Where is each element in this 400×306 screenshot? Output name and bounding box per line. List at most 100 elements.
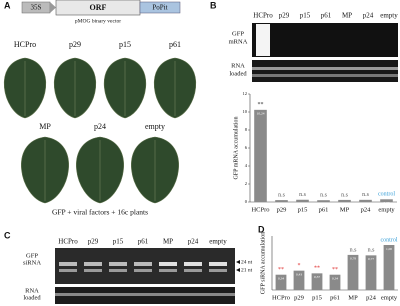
value-label: 0,43 bbox=[296, 272, 302, 277]
gel-row-label: RNA bbox=[231, 62, 245, 69]
significance-label: ** bbox=[314, 266, 320, 272]
bar bbox=[275, 274, 287, 290]
gel-band bbox=[159, 269, 177, 272]
leaf-label: p24 bbox=[94, 122, 106, 131]
value-label: 0,77 bbox=[368, 257, 374, 262]
value-label: 0,23 bbox=[341, 202, 347, 207]
lane-label: HCPro bbox=[58, 238, 78, 246]
significance-label: * bbox=[298, 263, 301, 269]
y-tick-label: 2 bbox=[245, 181, 247, 186]
gel-band bbox=[256, 24, 270, 56]
gel-band bbox=[209, 269, 227, 272]
x-tick-label: p61 bbox=[330, 294, 340, 301]
x-tick-label: p24 bbox=[366, 294, 377, 301]
x-tick-label: empty bbox=[381, 294, 398, 301]
gel-band bbox=[184, 262, 202, 266]
y-tick-label: 6 bbox=[245, 145, 248, 150]
gel-row-label: mRNA bbox=[229, 38, 248, 45]
bar bbox=[317, 200, 330, 202]
lane-label: p29 bbox=[88, 238, 99, 246]
x-tick-label: p24 bbox=[361, 206, 372, 213]
x-tick-label: p15 bbox=[298, 206, 308, 213]
bar bbox=[275, 200, 288, 202]
panel-letter: A bbox=[4, 0, 11, 10]
x-tick-label: MP bbox=[348, 294, 358, 301]
gel-band bbox=[109, 269, 127, 272]
significance-label: n.s bbox=[299, 192, 307, 198]
value-label: 0,34 bbox=[332, 276, 338, 281]
gel-band bbox=[209, 262, 227, 266]
gel-image bbox=[252, 23, 398, 57]
bar bbox=[365, 255, 377, 290]
bar bbox=[311, 273, 323, 290]
lane-label: MP bbox=[163, 238, 173, 246]
lane-label: MP bbox=[342, 12, 352, 20]
orf-label: ORF bbox=[90, 3, 107, 12]
value-label: 0,2 bbox=[321, 202, 326, 207]
gel-band bbox=[252, 67, 398, 70]
significance-label: control bbox=[378, 192, 395, 198]
significance-label: control bbox=[381, 237, 398, 243]
bar bbox=[293, 270, 305, 290]
significance-label: n.s bbox=[278, 192, 286, 198]
panel-letter: B bbox=[210, 0, 217, 10]
gel-band bbox=[252, 74, 398, 77]
bar bbox=[359, 199, 372, 202]
y-tick-label: 0 bbox=[245, 199, 248, 204]
bar bbox=[338, 199, 351, 202]
gel-band bbox=[59, 262, 77, 266]
bar bbox=[254, 109, 267, 202]
significance-label: ** bbox=[258, 102, 264, 108]
significance-label: n.s bbox=[350, 247, 358, 253]
x-tick-label: HCPro bbox=[251, 206, 269, 213]
value-label: 0,21 bbox=[278, 202, 284, 207]
significance-label: n.s bbox=[368, 248, 376, 254]
gel-row-label: siRNA bbox=[23, 259, 41, 266]
leaf-label: p61 bbox=[169, 40, 181, 49]
significance-label: n.s bbox=[362, 192, 370, 198]
x-tick-label: p29 bbox=[277, 206, 287, 213]
y-tick-label: 4 bbox=[245, 163, 248, 168]
lane-label: p61 bbox=[321, 12, 332, 20]
gel-row-label: GFP bbox=[26, 252, 38, 259]
x-tick-label: empty bbox=[378, 206, 395, 213]
value-label: 1,00 bbox=[386, 247, 392, 252]
gel-image bbox=[252, 60, 398, 82]
lane-label: p24 bbox=[188, 238, 199, 246]
gel-row-label: loaded bbox=[23, 294, 41, 301]
y-axis-label: GFP siRNA accumulation bbox=[260, 232, 266, 294]
significance-label: ** bbox=[278, 267, 284, 273]
gel-band bbox=[159, 262, 177, 266]
leaf-label: p15 bbox=[119, 40, 131, 49]
panel-letter: C bbox=[4, 230, 11, 240]
y-axis-label: GFP mRNA accumulation bbox=[233, 116, 239, 179]
gel-band bbox=[59, 269, 77, 272]
lane-label: p15 bbox=[113, 238, 124, 246]
terminator-label: PoPit bbox=[152, 4, 167, 12]
lane-label: p15 bbox=[300, 12, 311, 20]
gel-band bbox=[84, 262, 102, 266]
significance-label: n.s bbox=[320, 193, 328, 199]
bar bbox=[296, 199, 309, 202]
panel-letter: D bbox=[258, 224, 265, 234]
gel-band bbox=[109, 262, 127, 266]
bar bbox=[347, 254, 359, 290]
bar bbox=[383, 245, 395, 290]
size-marker-label: 21 nt bbox=[241, 267, 253, 273]
size-marker-label: 24 nt bbox=[241, 259, 253, 265]
value-label: 0,78 bbox=[350, 257, 356, 262]
gel-band bbox=[55, 293, 235, 296]
leaf-label: HCPro bbox=[14, 40, 36, 49]
lane-label: p24 bbox=[363, 12, 374, 20]
x-tick-label: MP bbox=[340, 206, 350, 213]
x-tick-label: p29 bbox=[294, 294, 304, 301]
value-label: 10,24 bbox=[257, 112, 265, 117]
size-arrow bbox=[236, 260, 240, 264]
gel-band bbox=[134, 262, 152, 266]
gel-row-label: RNA bbox=[25, 287, 39, 294]
gel-band bbox=[134, 269, 152, 272]
value-label: 0,30 bbox=[383, 201, 389, 206]
bar bbox=[329, 274, 341, 290]
promoter-label: 35S bbox=[31, 4, 42, 12]
